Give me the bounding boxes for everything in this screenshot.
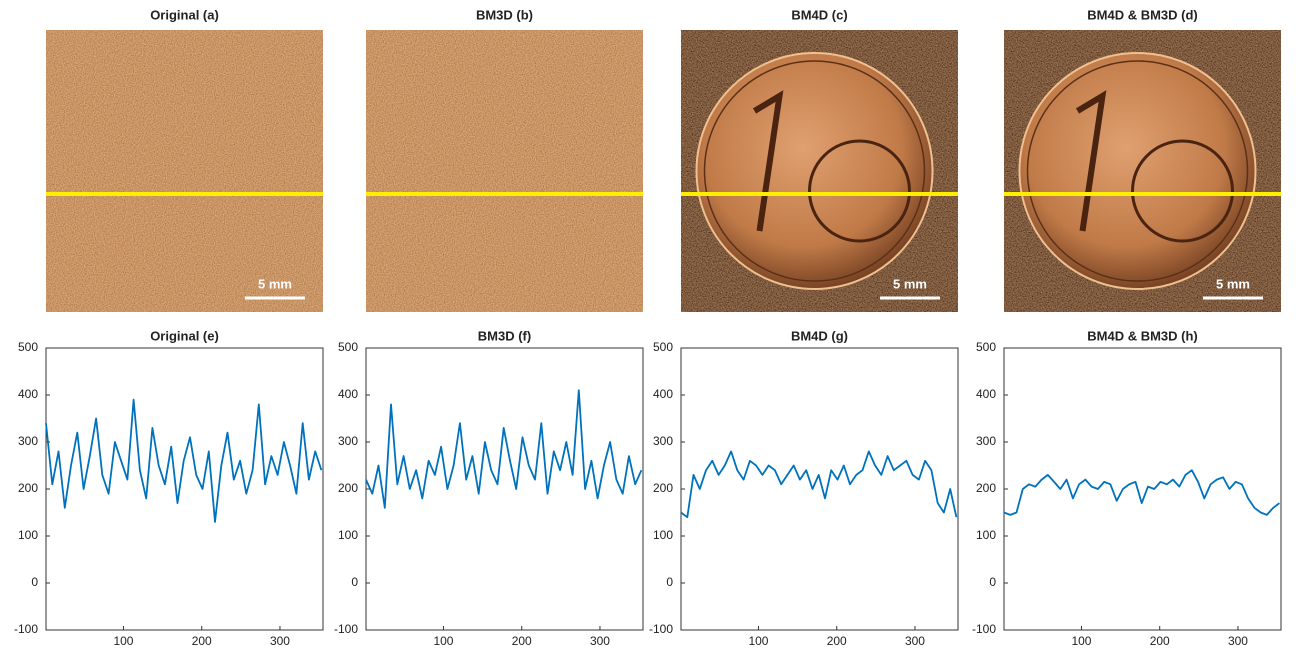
plot-frame [365, 347, 644, 631]
y-tick-label: 500 [976, 340, 996, 354]
coin-one [752, 90, 784, 232]
plot-frame [1003, 347, 1282, 631]
coin-one [1075, 90, 1107, 232]
x-tick-label: 100 [1071, 634, 1091, 648]
scale-label: 5 mm [893, 276, 927, 291]
image-noise [46, 30, 323, 312]
scale-label: 5 mm [258, 276, 292, 291]
y-tick-label: 400 [976, 387, 996, 401]
y-tick-label: 0 [351, 575, 358, 589]
y-tick-label: 100 [976, 528, 996, 542]
plot-frame [680, 347, 959, 631]
y-tick-label: 100 [338, 528, 358, 542]
chart-title: BM4D (g) [791, 328, 848, 343]
y-tick-label: 400 [18, 387, 38, 401]
image-title: BM4D & BM3D (d) [1087, 7, 1198, 22]
image-title: BM3D (b) [476, 7, 533, 22]
y-tick-label: 300 [338, 434, 358, 448]
plot-frame [45, 347, 324, 631]
y-tick-label: 100 [653, 528, 673, 542]
y-tick-label: 200 [976, 481, 996, 495]
y-tick-label: 0 [989, 575, 996, 589]
y-tick-label: 500 [18, 340, 38, 354]
x-tick-label: 200 [512, 634, 532, 648]
data-line [45, 398, 323, 523]
x-tick-label: 300 [270, 634, 290, 648]
image-title: Original (a) [150, 7, 219, 22]
x-tick-label: 100 [113, 634, 133, 648]
chart-title: BM3D (f) [478, 328, 531, 343]
y-tick-label: -100 [972, 622, 996, 636]
data-line [1003, 469, 1280, 516]
x-tick-label: 200 [827, 634, 847, 648]
y-tick-label: 200 [338, 481, 358, 495]
y-tick-label: 200 [18, 481, 38, 495]
scale-label: 5 mm [1216, 276, 1250, 291]
y-tick-label: 400 [653, 387, 673, 401]
chart-title: BM4D & BM3D (h) [1087, 328, 1198, 343]
y-tick-label: 300 [976, 434, 996, 448]
image-title: BM4D (c) [791, 7, 847, 22]
x-tick-label: 200 [1150, 634, 1170, 648]
data-line [680, 450, 958, 519]
y-tick-label: 200 [653, 481, 673, 495]
x-tick-label: 200 [192, 634, 212, 648]
x-tick-label: 300 [1228, 634, 1248, 648]
data-line [365, 389, 643, 509]
x-tick-label: 300 [590, 634, 610, 648]
coin-rim [1026, 60, 1249, 282]
coin-rim [703, 60, 926, 282]
y-tick-label: 300 [653, 434, 673, 448]
chart-title: Original (e) [150, 328, 219, 343]
y-tick-label: 400 [338, 387, 358, 401]
x-tick-label: 100 [433, 634, 453, 648]
y-tick-label: 300 [18, 434, 38, 448]
y-tick-label: 500 [338, 340, 358, 354]
y-tick-label: -100 [14, 622, 38, 636]
y-tick-label: 0 [666, 575, 673, 589]
y-tick-label: 0 [31, 575, 38, 589]
x-tick-label: 300 [905, 634, 925, 648]
image-noise [366, 30, 643, 312]
y-tick-label: 500 [653, 340, 673, 354]
y-tick-label: 100 [18, 528, 38, 542]
y-tick-label: -100 [649, 622, 673, 636]
x-tick-label: 100 [748, 634, 768, 648]
coin-inner [1131, 139, 1234, 243]
y-tick-label: -100 [334, 622, 358, 636]
coin-inner [808, 139, 911, 243]
